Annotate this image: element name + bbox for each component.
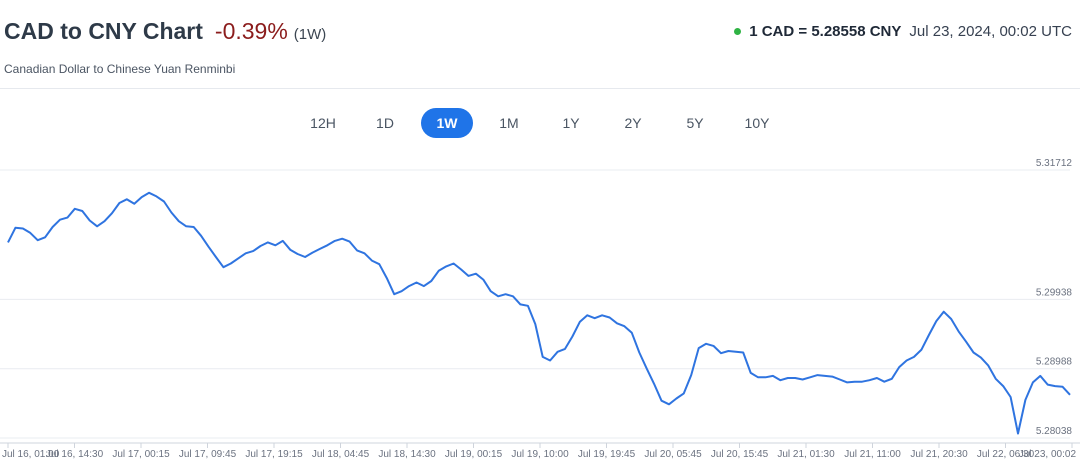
x-tick-label: Jul 19, 00:15 [445,449,503,460]
tab-2y[interactable]: 2Y [624,115,642,131]
x-tick-label: Jul 22, 06:30 [977,449,1035,460]
y-tick-label: 5.28038 [1036,426,1073,437]
chart-header: CAD to CNY Chart -0.39% (1W) [4,18,326,45]
change-percent: -0.39% [214,18,288,44]
page-subtitle: Canadian Dollar to Chinese Yuan Renminbi [4,62,236,76]
y-tick-label: 5.29938 [1036,287,1073,298]
x-tick-label: Jul 16, 01:00 [2,449,60,460]
x-tick-label: Jul 20, 15:45 [711,449,769,460]
live-dot-icon [734,28,742,35]
tab-1m[interactable]: 1M [499,115,519,131]
x-tick-label: Jul 17, 00:15 [112,449,170,460]
period-tabs: 12H 1D 1W 1M 1Y 2Y 5Y 10Y [0,108,1080,138]
series-layer [7,191,1071,435]
x-tick-label: Jul 19, 19:45 [578,449,636,460]
x-tick-label: Jul 21, 20:30 [910,449,968,460]
y-tick-label: 5.28988 [1036,357,1073,368]
page-title: CAD to CNY Chart [4,18,203,44]
rate-value: 1 CAD = 5.28558 CNY [749,23,902,40]
live-rate: 1 CAD = 5.28558 CNY Jul 23, 2024, 00:02 … [734,23,1072,40]
tab-5y[interactable]: 5Y [686,115,704,131]
x-tick-label: Jul 18, 14:30 [378,449,436,460]
header-divider [0,88,1080,89]
tab-12h[interactable]: 12H [310,115,336,131]
x-tick-label: Jul 20, 05:45 [644,449,702,460]
x-tick-label: Jul 16, 14:30 [46,449,104,460]
tab-1w[interactable]: 1W [421,108,473,138]
period-label: (1W) [293,26,327,43]
x-tick-label: Jul 21, 01:30 [777,449,835,460]
tab-1y[interactable]: 1Y [562,115,580,131]
tab-1d[interactable]: 1D [376,115,394,131]
rate-chart[interactable]: 5.31712 5.29938 5.28988 5.28038 Jul 16, 01:… [0,150,1080,471]
x-tick-label: Jul 17, 19:15 [245,449,303,460]
x-tick-label: Jul 17, 09:45 [179,449,237,460]
tab-10y[interactable]: 10Y [744,115,770,131]
x-tick-label: Jul 18, 04:45 [312,449,370,460]
y-tick-label: 5.31712 [1036,158,1073,169]
gridlines [0,169,1070,439]
x-tick-label: Jul 23, 00:02 [1019,449,1077,460]
y-axis-labels: 5.31712 5.29938 5.28988 5.28038 [1036,158,1073,437]
series-line [7,191,1071,435]
x-tick-label: Jul 19, 10:00 [511,449,569,460]
x-tick-label: Jul 21, 11:00 [844,449,901,460]
rate-timestamp: Jul 23, 2024, 00:02 UTC [909,23,1072,40]
